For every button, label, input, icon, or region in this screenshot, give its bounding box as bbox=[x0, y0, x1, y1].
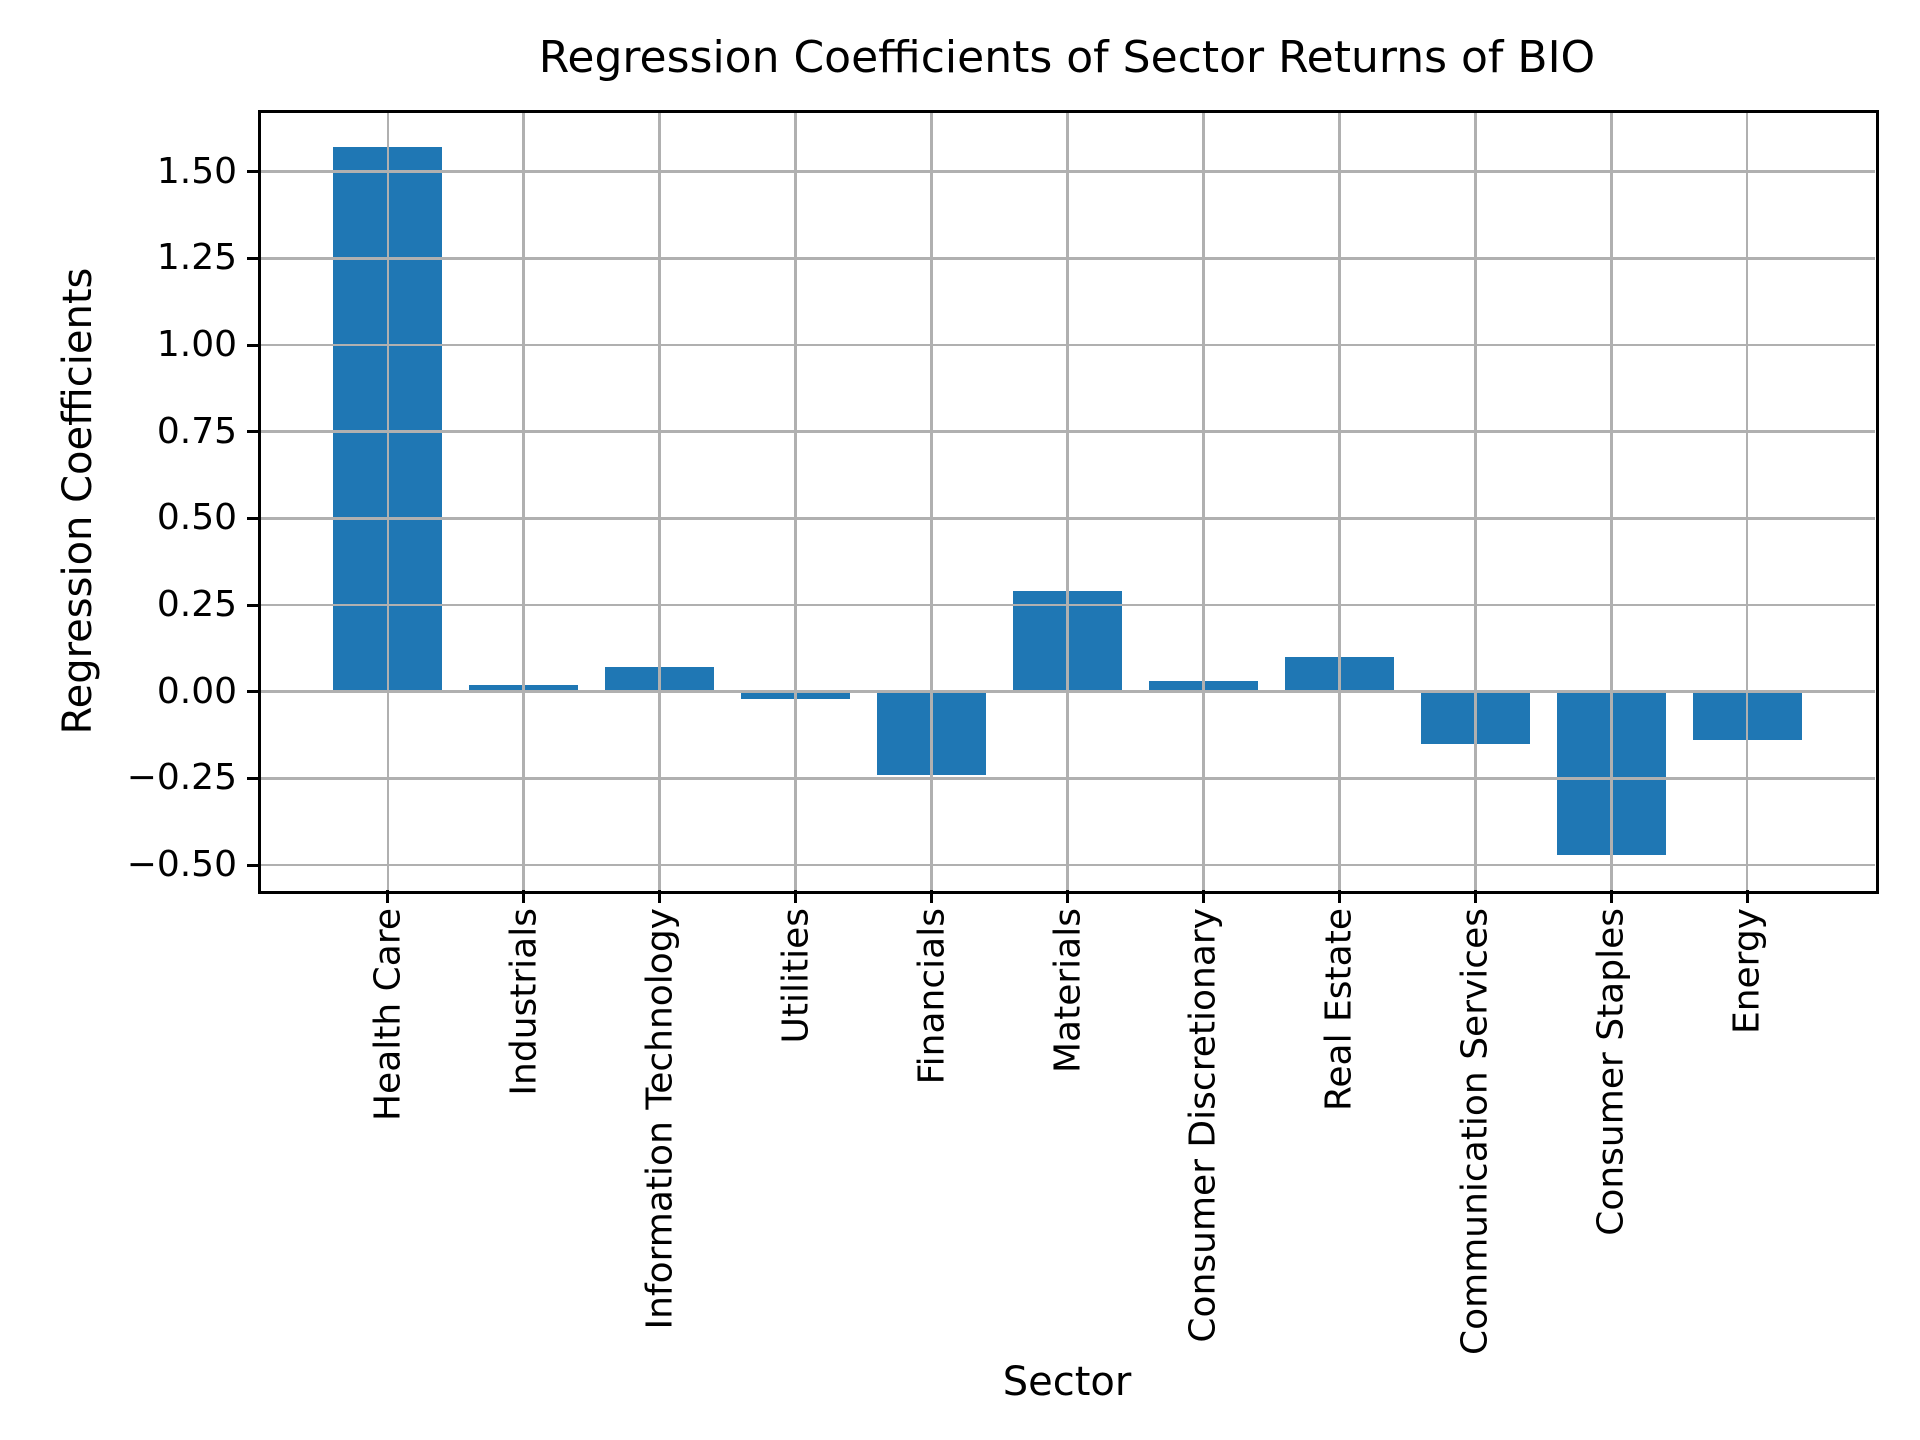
gridline-vertical-consumer-discretionary bbox=[1202, 112, 1205, 890]
y-tick-mark bbox=[247, 690, 260, 694]
gridline-vertical-information-technology bbox=[658, 112, 661, 890]
gridline-horizontal bbox=[260, 603, 1875, 607]
y-tick-mark bbox=[247, 776, 260, 780]
x-tick-mark bbox=[1066, 890, 1069, 903]
gridline-vertical-real-estate bbox=[1338, 112, 1341, 890]
y-tick-mark bbox=[247, 256, 260, 260]
x-tick-mark bbox=[1745, 890, 1749, 903]
x-tick-label-communication-services: Communication Services bbox=[1454, 908, 1496, 1355]
gridline-horizontal bbox=[260, 170, 1875, 173]
x-tick-label-financials: Financials bbox=[910, 908, 952, 1085]
x-tick-label-consumer-discretionary: Consumer Discretionary bbox=[1182, 908, 1224, 1343]
x-tick-label-industrials: Industrials bbox=[502, 908, 544, 1096]
gridline-horizontal bbox=[260, 343, 1875, 347]
y-tick-label: 0.75 bbox=[156, 410, 237, 452]
gridline-vertical-industrials bbox=[522, 112, 525, 890]
gridline-vertical-health-care bbox=[386, 112, 390, 890]
chart-title: Regression Coefficients of Sector Return… bbox=[538, 32, 1596, 83]
gridline-vertical-energy bbox=[1745, 112, 1749, 890]
y-tick-mark bbox=[247, 343, 260, 347]
gridline-vertical-utilities bbox=[794, 112, 797, 890]
gridline-horizontal bbox=[260, 690, 1875, 693]
x-tick-mark bbox=[1201, 890, 1205, 903]
x-tick-label-materials: Materials bbox=[1046, 908, 1088, 1074]
gridline-vertical-consumer-staples bbox=[1610, 112, 1613, 890]
x-tick-label-information-technology: Information Technology bbox=[638, 908, 680, 1330]
gridline-horizontal bbox=[260, 777, 1875, 780]
y-tick-label: 0.50 bbox=[156, 497, 237, 539]
y-tick-label: 1.25 bbox=[156, 237, 237, 279]
x-tick-label-consumer-staples: Consumer Staples bbox=[1590, 908, 1632, 1236]
gridline-vertical-financials bbox=[930, 112, 933, 890]
y-tick-label: −0.50 bbox=[126, 844, 237, 885]
gridline-horizontal bbox=[260, 517, 1875, 520]
y-tick-label: 0.00 bbox=[156, 670, 237, 712]
gridline-horizontal bbox=[260, 257, 1875, 260]
y-tick-mark bbox=[247, 430, 260, 434]
x-tick-label-utilities: Utilities bbox=[774, 908, 816, 1044]
x-tick-label-health-care: Health Care bbox=[367, 908, 409, 1122]
y-tick-mark bbox=[247, 170, 260, 174]
y-tick-label: −0.25 bbox=[126, 757, 237, 799]
x-tick-mark bbox=[1609, 890, 1613, 903]
gridline-horizontal bbox=[260, 430, 1875, 433]
y-tick-label: 0.25 bbox=[156, 584, 237, 625]
x-tick-label-real-estate: Real Estate bbox=[1318, 908, 1360, 1111]
x-tick-mark bbox=[386, 890, 390, 903]
x-axis-label: Sector bbox=[1002, 1359, 1132, 1405]
x-tick-mark bbox=[1473, 890, 1477, 903]
x-tick-mark bbox=[794, 890, 798, 903]
x-tick-label-energy: Energy bbox=[1726, 908, 1768, 1035]
x-tick-mark bbox=[658, 890, 662, 903]
y-tick-mark bbox=[247, 863, 260, 867]
gridline-horizontal bbox=[260, 863, 1875, 867]
y-tick-label: 1.00 bbox=[156, 324, 237, 365]
gridline-vertical-materials bbox=[1066, 112, 1069, 890]
gridline-vertical-communication-services bbox=[1474, 112, 1477, 890]
y-tick-mark bbox=[247, 603, 260, 607]
y-tick-label: 1.50 bbox=[156, 150, 237, 192]
y-tick-mark bbox=[247, 516, 260, 520]
x-tick-mark bbox=[1337, 890, 1341, 903]
x-tick-mark bbox=[522, 890, 526, 903]
x-tick-mark bbox=[930, 890, 934, 903]
